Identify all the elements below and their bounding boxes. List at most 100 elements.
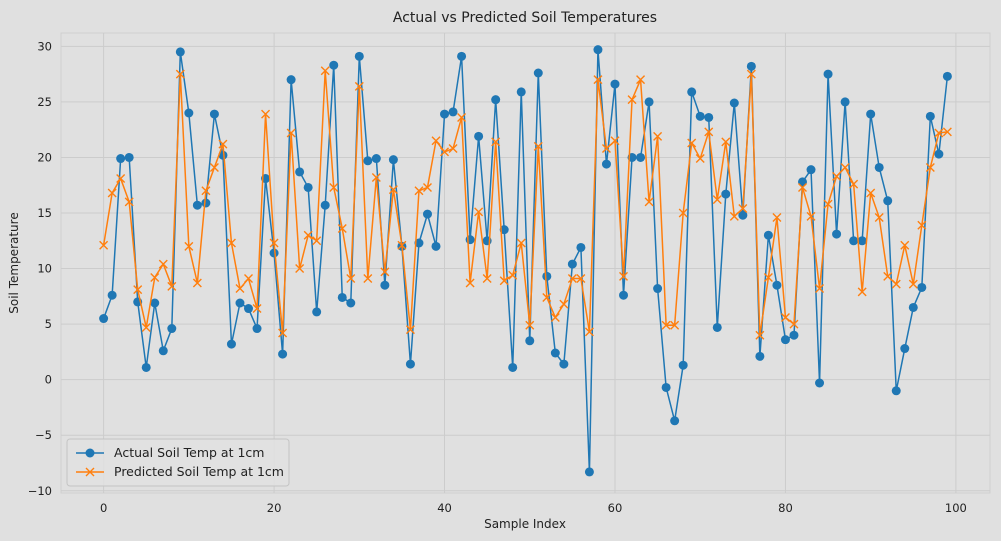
data-point: [661, 382, 671, 392]
data-point: [934, 128, 944, 138]
series-layer: [99, 45, 952, 477]
data-point: [695, 111, 705, 121]
data-point: [925, 111, 935, 121]
data-point: [158, 259, 168, 269]
data-point: [116, 154, 126, 164]
data-point: [422, 182, 432, 192]
data-point: [380, 280, 390, 290]
data-point: [499, 276, 509, 286]
data-point: [158, 346, 168, 356]
legend-box: [66, 438, 290, 487]
data-point: [849, 179, 859, 189]
data-point: [388, 185, 398, 195]
data-point: [533, 141, 543, 151]
data-point: [866, 188, 876, 198]
data-point: [405, 359, 415, 369]
data-point: [610, 136, 620, 146]
series-actual: [99, 45, 952, 477]
x-tick-label: 40: [437, 501, 452, 515]
x-axis-label: Sample Index: [484, 517, 566, 531]
y-tick-label: 15: [37, 206, 52, 220]
y-tick-label: −5: [35, 428, 52, 442]
x-tick-label: 60: [608, 501, 623, 515]
legend-actual-label: Actual Soil Temp at 1cm: [114, 445, 264, 460]
data-point: [414, 186, 424, 196]
data-point: [934, 149, 944, 159]
data-point: [141, 322, 151, 332]
data-point: [141, 362, 151, 372]
data-point: [397, 240, 407, 250]
y-axis-label: Soil Temperature: [7, 212, 21, 313]
data-point: [815, 378, 825, 388]
data-point: [789, 330, 799, 340]
data-point: [337, 292, 347, 302]
data-point: [780, 335, 790, 345]
data-point: [806, 211, 816, 221]
data-point: [925, 162, 935, 172]
ticks: 0 20 40 60 80 100 −10 −5 0 5 10 15 20 25 30: [28, 39, 967, 515]
data-point: [619, 290, 629, 300]
data-point: [346, 274, 356, 284]
y-tick-label: 10: [37, 262, 52, 276]
data-point: [167, 281, 177, 291]
data-point: [269, 248, 279, 258]
data-point: [491, 137, 501, 147]
data-point: [704, 112, 714, 122]
y-tick-label: 0: [45, 373, 52, 387]
x-tick-label: 100: [945, 501, 967, 515]
data-point: [252, 304, 262, 314]
y-tick-label: 20: [37, 150, 52, 164]
data-point: [440, 109, 450, 119]
data-point: [763, 230, 773, 240]
data-point: [746, 69, 756, 79]
data-point: [431, 241, 441, 251]
data-point: [175, 47, 185, 57]
data-point: [653, 284, 663, 294]
plot-area: [60, 32, 991, 494]
y-tick-label: 30: [37, 39, 52, 53]
legend-actual-marker: [85, 448, 95, 458]
data-point: [414, 238, 424, 248]
data-point: [806, 165, 816, 175]
y-tick-label: −10: [28, 484, 52, 498]
data-point: [312, 236, 322, 246]
data-point: [601, 144, 611, 154]
data-point: [465, 278, 475, 288]
data-point: [883, 271, 893, 281]
data-point: [303, 182, 313, 192]
data-point: [772, 212, 782, 222]
data-point: [525, 320, 535, 330]
series-predicted: [99, 66, 952, 340]
data-point: [942, 127, 952, 137]
data-point: [840, 162, 850, 172]
data-point: [448, 107, 458, 117]
data-point: [687, 87, 697, 97]
data-point: [908, 302, 918, 312]
data-point: [209, 162, 219, 172]
data-point: [244, 304, 254, 314]
data-point: [124, 197, 134, 207]
data-point: [329, 182, 339, 192]
legend-predicted-label: Predicted Soil Temp at 1cm: [114, 464, 284, 479]
data-point: [491, 95, 501, 105]
data-point: [508, 270, 518, 280]
data-point: [107, 290, 117, 300]
data-point: [644, 197, 654, 207]
data-point: [584, 467, 594, 477]
data-point: [712, 195, 722, 205]
data-point: [559, 359, 569, 369]
data-point: [286, 75, 296, 85]
x-tick-label: 80: [778, 501, 793, 515]
data-point: [252, 324, 262, 334]
series-line: [102, 70, 948, 336]
data-point: [610, 79, 620, 89]
data-point: [670, 320, 680, 330]
data-point: [704, 127, 714, 137]
data-point: [576, 274, 586, 284]
data-point: [670, 416, 680, 426]
data-point: [559, 299, 569, 309]
data-point: [380, 267, 390, 277]
data-point: [209, 109, 219, 119]
data-point: [320, 66, 330, 76]
data-point: [550, 348, 560, 358]
